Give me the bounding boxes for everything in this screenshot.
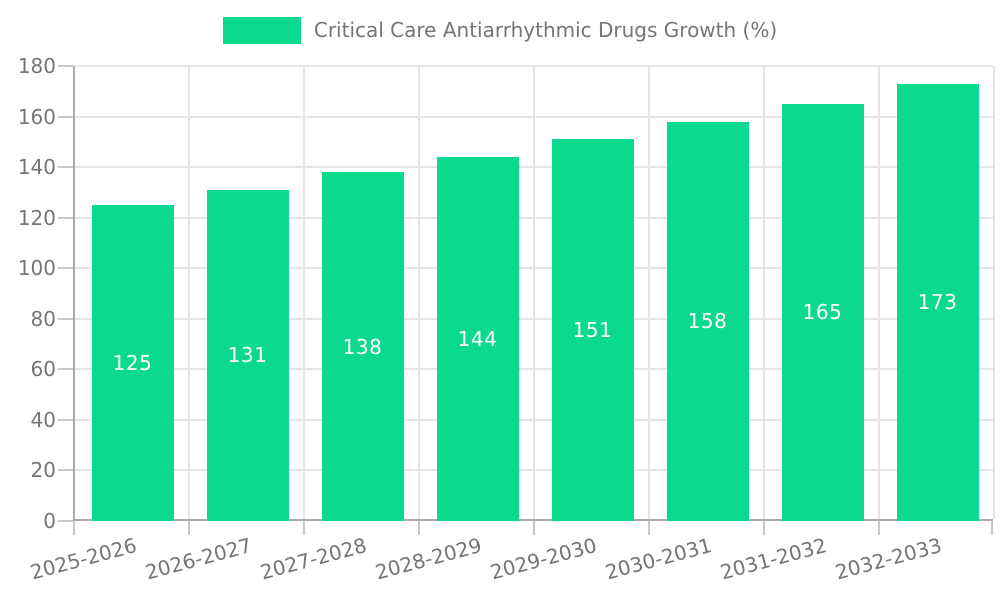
x-tick-label: 2027-2028 (257, 533, 369, 585)
y-tick (58, 166, 73, 169)
y-tick (58, 469, 73, 472)
x-tick (991, 521, 993, 535)
x-tick (73, 521, 75, 535)
x-tick (533, 521, 535, 535)
y-tick-label: 40 (30, 407, 56, 432)
bar: 144 (436, 157, 519, 521)
bar: 125 (91, 205, 174, 521)
x-tick-label: 2029-2030 (487, 533, 599, 585)
y-tick-label: 80 (30, 306, 56, 331)
bar-value-label: 173 (917, 290, 958, 315)
bar: 151 (551, 139, 634, 521)
legend: Critical Care Antiarrhythmic Drugs Growt… (0, 17, 1000, 44)
y-tick (58, 418, 73, 421)
v-gridline (188, 66, 190, 519)
y-tick (58, 115, 73, 118)
y-tick-label: 140 (17, 155, 56, 180)
y-tick-label: 160 (17, 104, 56, 129)
bar: 131 (206, 189, 289, 521)
y-tick (58, 267, 73, 270)
y-tick-label: 60 (30, 357, 56, 382)
x-tick (763, 521, 765, 535)
y-tick (58, 317, 73, 320)
v-gridline (993, 66, 995, 519)
v-gridline (648, 66, 650, 519)
x-tick (303, 521, 305, 535)
x-tick (418, 521, 420, 535)
legend-swatch (222, 17, 301, 44)
v-gridline (533, 66, 535, 519)
v-gridline (878, 66, 880, 519)
x-tick-label: 2026-2027 (142, 533, 254, 585)
plot-area: 125 131 138 144 151 158 165 173 (73, 65, 995, 521)
bar-value-label: 151 (572, 318, 613, 343)
bar-value-label: 138 (342, 334, 383, 359)
v-gridline (763, 66, 765, 519)
y-tick (58, 368, 73, 371)
y-tick (58, 520, 73, 522)
y-tick-label: 0 (43, 509, 56, 533)
y-tick-label: 100 (17, 256, 56, 281)
x-tick-label: 2031-2032 (717, 533, 829, 585)
x-tick-label: 2025-2026 (27, 533, 139, 585)
legend-label: Critical Care Antiarrhythmic Drugs Growt… (313, 18, 778, 42)
v-gridline (303, 66, 305, 519)
x-tick-label: 2032-2033 (832, 533, 944, 585)
y-tick (58, 65, 73, 67)
v-gridline (418, 66, 420, 519)
bar: 173 (896, 83, 979, 521)
bar-value-label: 144 (457, 327, 498, 351)
x-tick-label: 2030-2031 (602, 533, 714, 585)
bar-value-label: 131 (227, 343, 268, 368)
x-tick (878, 521, 880, 535)
y-tick (58, 216, 73, 219)
bar: 158 (666, 121, 749, 521)
bar: 138 (321, 172, 404, 521)
bar-value-label: 165 (802, 300, 843, 325)
x-tick (648, 521, 650, 535)
y-tick-label: 120 (17, 205, 56, 230)
bar-value-label: 125 (112, 351, 153, 375)
y-tick-label: 180 (17, 54, 56, 78)
x-tick (188, 521, 190, 535)
bar: 165 (781, 103, 864, 521)
y-tick-label: 20 (30, 458, 56, 483)
bar-value-label: 158 (687, 309, 728, 334)
x-tick-label: 2028-2029 (372, 533, 484, 585)
